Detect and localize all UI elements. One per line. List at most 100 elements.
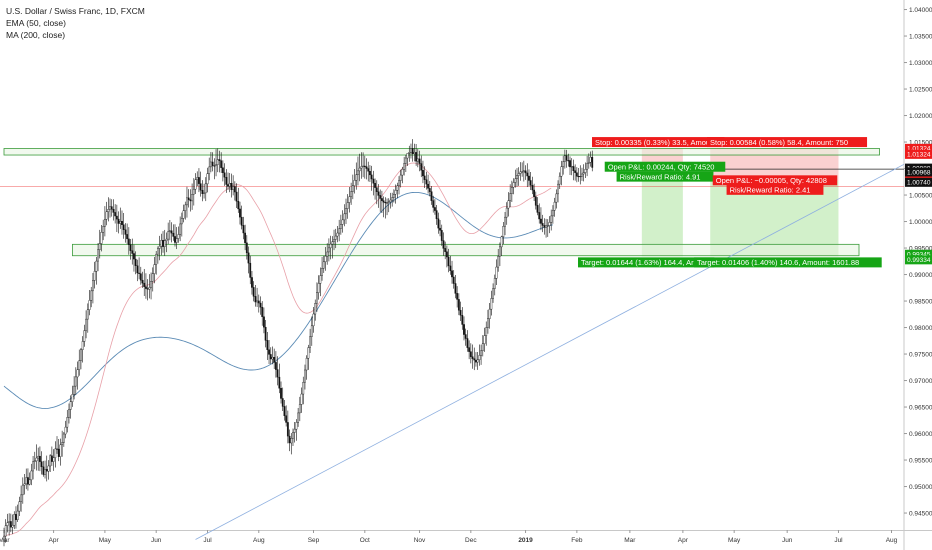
y-tick-label: 0.94500 — [909, 510, 932, 517]
candle-body — [328, 247, 330, 253]
chart-title: U.S. Dollar / Swiss Franc, 1D, FXCM — [6, 6, 145, 16]
candle-body — [168, 230, 171, 232]
candle-body — [408, 152, 411, 154]
ema-legend-label: EMA (50, close) — [6, 18, 66, 28]
y-tick-label: 0.96000 — [909, 431, 932, 438]
candle-body — [338, 228, 341, 234]
x-tick-label: Mar — [624, 537, 636, 544]
candle-body — [223, 172, 226, 178]
candle-body — [286, 422, 289, 437]
candle-body — [363, 165, 366, 167]
ema-50-line — [3, 162, 552, 537]
candle-body — [558, 175, 561, 185]
candle-body — [273, 357, 276, 363]
candle-body — [309, 336, 311, 348]
y-tick-label: 1.01500 — [909, 139, 932, 146]
candle-body — [37, 455, 40, 459]
candle-body — [353, 179, 356, 186]
candle-body — [211, 161, 214, 166]
candle-body — [278, 376, 281, 389]
candle-body — [512, 182, 515, 188]
candle-body — [413, 152, 416, 154]
candle-body — [153, 264, 156, 274]
x-tick-label: Aug — [886, 537, 898, 544]
candle-body — [326, 251, 329, 257]
candle-body — [52, 457, 55, 462]
candle-body — [543, 225, 546, 228]
candle-body — [509, 193, 512, 201]
candle-body — [40, 461, 43, 468]
candle-body — [375, 187, 378, 192]
candle-body — [47, 465, 50, 472]
candle-body — [499, 246, 501, 257]
candle-body — [61, 442, 64, 446]
candle-body — [66, 417, 69, 428]
position-1-stop-label-bg — [592, 137, 725, 148]
y-tick-label: 0.98500 — [909, 298, 932, 305]
chart-legend: U.S. Dollar / Swiss Franc, 1D, FXCM EMA … — [6, 5, 145, 41]
candle-body — [533, 189, 536, 197]
candle-body — [196, 177, 199, 180]
candle-body — [288, 435, 291, 444]
candle-body — [263, 316, 265, 328]
x-tick-label: Dec — [465, 537, 477, 544]
candle-body — [50, 455, 53, 462]
candle-body — [387, 201, 390, 203]
candle-body — [64, 426, 67, 435]
candle-body — [434, 207, 436, 211]
candle-body — [442, 240, 445, 249]
candle-body — [292, 432, 294, 439]
candle-body — [415, 152, 418, 162]
candle-body — [81, 341, 84, 350]
candle-body — [526, 172, 529, 177]
candle-body — [469, 351, 472, 357]
candle-body — [416, 158, 419, 162]
candle-body — [333, 239, 335, 242]
candle-body — [517, 173, 520, 176]
candle-body — [191, 193, 193, 202]
candle-body — [514, 178, 517, 183]
candle-body — [404, 157, 407, 164]
candle-body — [49, 455, 52, 467]
position-2-risk-reward-label-bg — [726, 184, 824, 195]
candle-body — [449, 265, 452, 271]
candle-body — [522, 170, 525, 172]
y-tick-label: 0.96500 — [909, 404, 932, 411]
candle-body — [220, 160, 223, 168]
candle-body — [257, 300, 260, 304]
candle-body — [519, 171, 522, 174]
candle-body — [386, 202, 388, 204]
candle-body — [210, 161, 212, 168]
candle-body — [459, 310, 462, 316]
candle-body — [165, 238, 168, 241]
candle-body — [432, 200, 435, 208]
candle-body — [529, 180, 532, 186]
candle-body — [341, 219, 344, 225]
candle-body — [114, 212, 117, 217]
candle-body — [457, 299, 460, 311]
price-tag-bg — [905, 255, 932, 265]
candle-body — [435, 210, 438, 220]
candle-body — [357, 170, 359, 175]
position-2-stop-label-bg — [707, 137, 868, 148]
candle-body — [62, 433, 65, 443]
x-tick-label: May — [728, 537, 741, 544]
candle-body — [9, 521, 12, 528]
candle-body — [476, 359, 479, 363]
price-tag: 0.99334 — [907, 257, 931, 264]
candle-body — [27, 477, 29, 485]
candle-body — [102, 226, 105, 233]
candle-body — [567, 160, 570, 162]
candle-body — [591, 156, 594, 168]
candle-body — [54, 448, 57, 458]
candle-body — [206, 173, 209, 185]
candle-body — [170, 230, 173, 234]
candle-body — [269, 354, 272, 360]
candle-body — [488, 308, 491, 319]
x-tick-label: Jul — [834, 537, 843, 544]
candle-body — [247, 252, 250, 264]
candle-body — [237, 200, 240, 210]
candle-body — [367, 168, 370, 172]
position-1-open-pnl-label-bg — [604, 161, 726, 172]
